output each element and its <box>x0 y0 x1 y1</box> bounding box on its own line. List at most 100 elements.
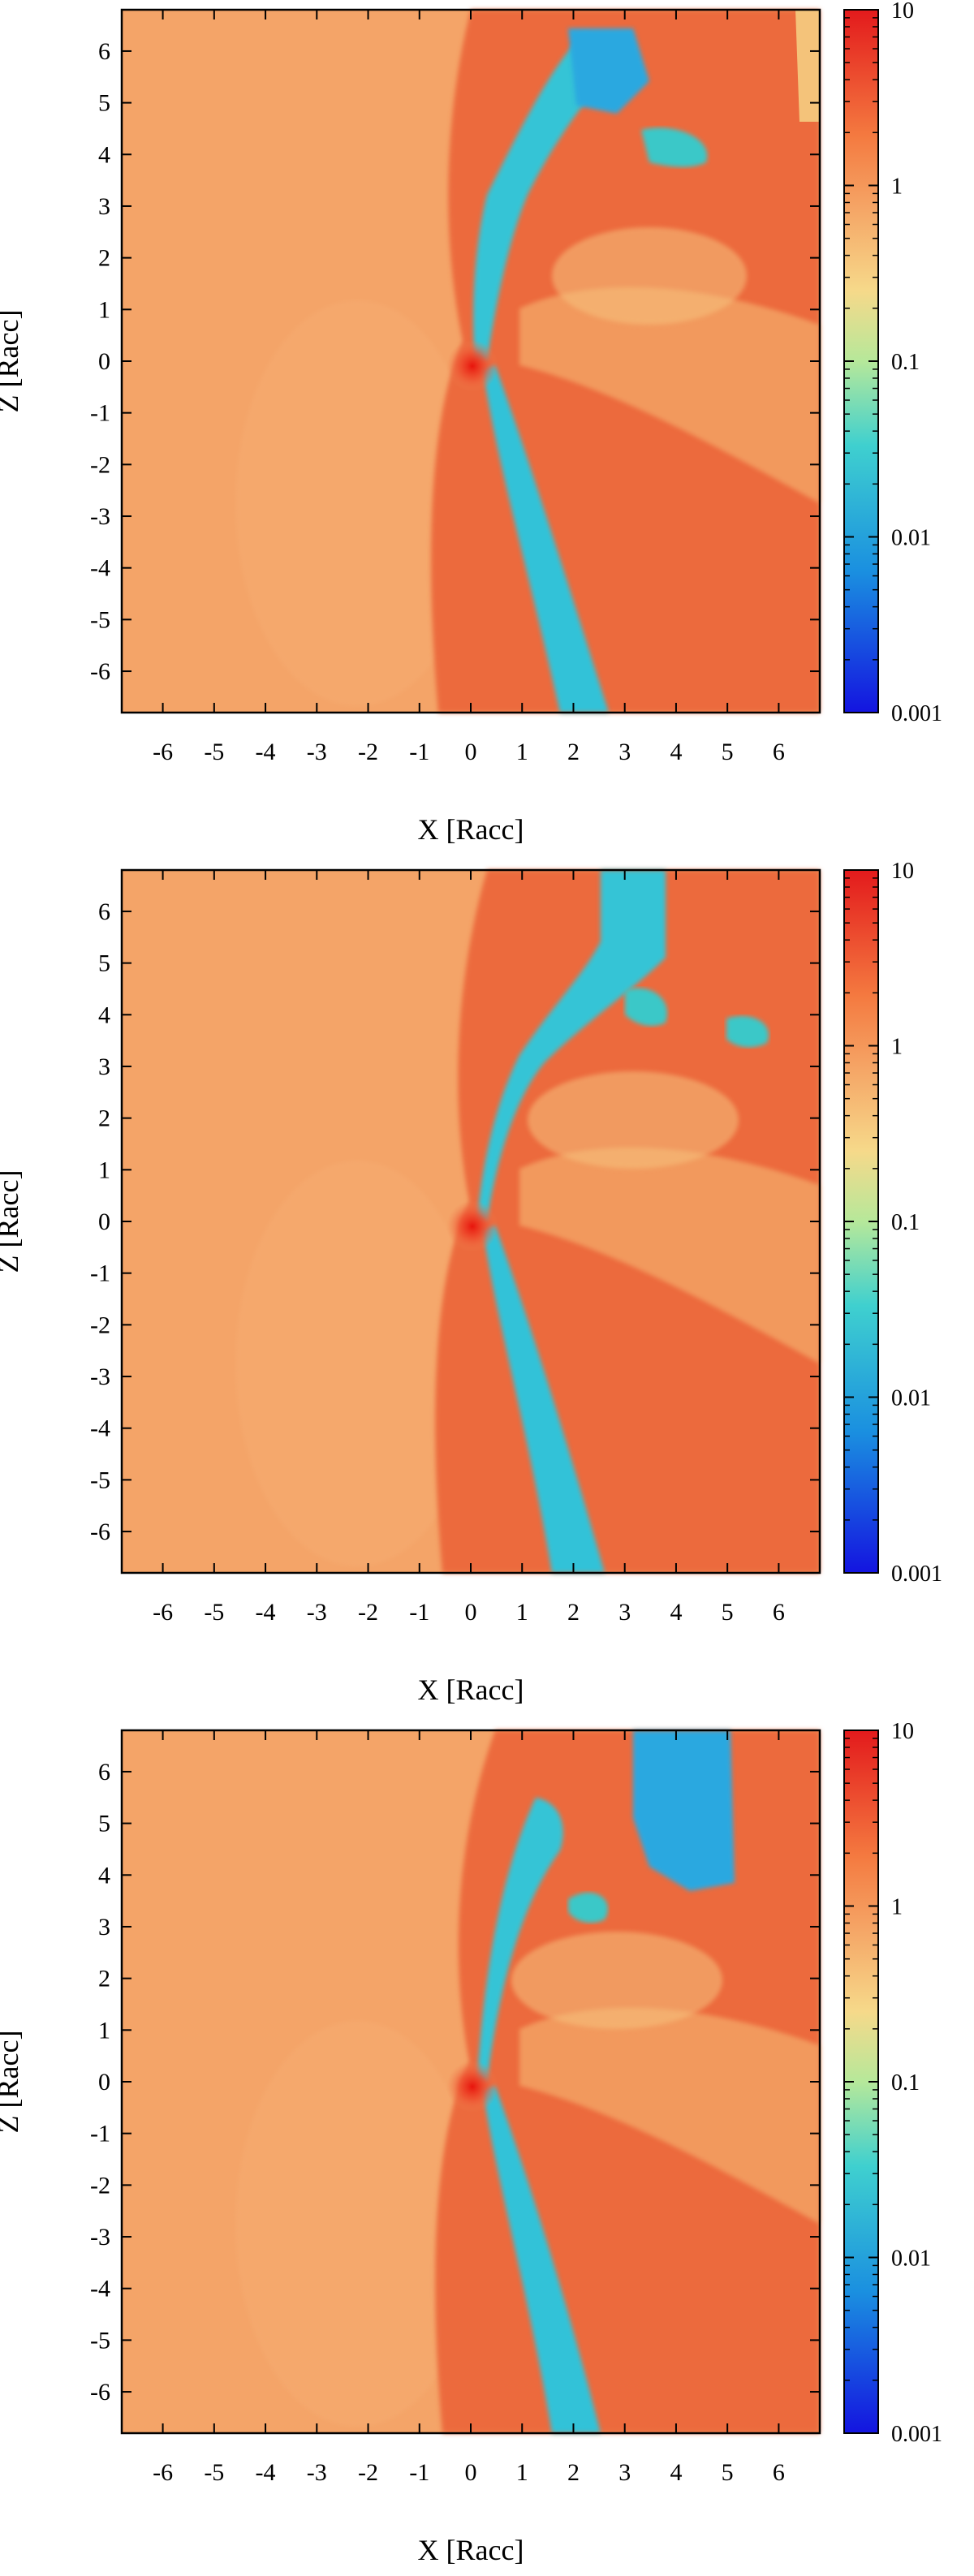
y-tick-label: -1 <box>90 2121 110 2147</box>
y-tick-label: 3 <box>98 1053 110 1080</box>
panel-1: -6 -5 -4 -3 -2 -1 0 1 2 3 4 5 6 -6 -5 -4 -3 -2 -1 0 1 2 3 4 5 6 1… <box>0 0 942 846</box>
colorbar-tick-label: 0.01 <box>891 526 931 551</box>
y-axis-label: Z [Racc] <box>0 2031 24 2134</box>
y-tick-label: -2 <box>90 1312 110 1338</box>
x-tick-label: 4 <box>670 1599 682 1626</box>
colorbar-ticks: 10 1 0.1 0.01 0.001 <box>844 0 942 726</box>
y-tick-label: 0 <box>98 348 110 375</box>
panel-2: -6 -5 -4 -3 -2 -1 0 1 2 3 4 5 6 -6 -5 -4 -3 -2 -1 0 1 2 3 4 5 6 1… <box>0 859 942 1706</box>
y-tick-label: -6 <box>90 658 110 685</box>
y-tick-label: -5 <box>90 2327 110 2354</box>
y-tick-label: 6 <box>98 898 110 925</box>
x-tick-label: -2 <box>358 1599 378 1626</box>
x-tick-label: 4 <box>670 2459 682 2486</box>
x-tick-label: -4 <box>256 1599 276 1626</box>
x-tick-label: -4 <box>256 739 276 765</box>
x-axis-label: X [Racc] <box>418 813 524 846</box>
x-tick-label: 1 <box>516 1599 528 1626</box>
y-tick-label: 6 <box>98 38 110 65</box>
x-tick-label: 3 <box>618 2459 631 2486</box>
x-tick-label: -6 <box>153 739 173 765</box>
y-tick-label: 3 <box>98 1914 110 1941</box>
x-tick-label: -4 <box>256 2459 276 2486</box>
y-tick-label: 5 <box>98 950 110 977</box>
x-tick-label: -5 <box>204 739 224 765</box>
colorbar-ticks: 10 1 0.1 0.01 0.001 <box>844 859 942 1587</box>
x-tick-label: 0 <box>465 1599 477 1626</box>
y-tick-label: 1 <box>98 2017 110 2044</box>
y-axis-label: Z [Racc] <box>0 1170 24 1273</box>
x-tick-label: -3 <box>307 2459 327 2486</box>
colorbar-tick-label: 0.001 <box>891 2422 942 2447</box>
y-tick-label: -4 <box>90 2276 110 2302</box>
x-tick-label: -6 <box>153 2459 173 2486</box>
y-tick-label: -6 <box>90 1518 110 1545</box>
y-tick-label: 2 <box>98 1966 110 1992</box>
y-tick-label: -5 <box>90 606 110 633</box>
x-tick-label: 4 <box>670 739 682 765</box>
colorbar-tick-label: 0.1 <box>891 1210 920 1235</box>
x-tick-label: 0 <box>465 2459 477 2486</box>
y-tick-label: 5 <box>98 90 110 117</box>
x-tick-label: -3 <box>307 739 327 765</box>
y-tick-label: -6 <box>90 2379 110 2406</box>
y-tick-label: -4 <box>90 555 110 582</box>
y-axis-label: Z [Racc] <box>0 310 24 413</box>
y-tick-label: -3 <box>90 2224 110 2251</box>
y-tick-label: 1 <box>98 1157 110 1183</box>
colorbar-tick-label: 10 <box>891 0 914 24</box>
y-tick-label: 3 <box>98 193 110 220</box>
x-tick-label: 5 <box>722 739 734 765</box>
y-tick-label: 4 <box>98 141 110 168</box>
x-tick-label: 1 <box>516 739 528 765</box>
x-tick-label: -1 <box>409 2459 429 2486</box>
x-tick-label: -1 <box>409 1599 429 1626</box>
colorbar: 10 1 0.1 0.01 0.001 <box>843 1719 942 2447</box>
x-tick-label: 2 <box>567 739 580 765</box>
panel-3: -6 -5 -4 -3 -2 -1 0 1 2 3 4 5 6 -6 -5 -4 -3 -2 -1 0 1 2 3 4 5 6 1… <box>0 1719 942 2566</box>
colorbar-tick-label: 10 <box>891 1719 914 1744</box>
y-tick-label: 2 <box>98 1105 110 1132</box>
y-tick-label: -4 <box>90 1415 110 1442</box>
y-tick-label: -1 <box>90 1260 110 1287</box>
plot-frame: -6 -5 -4 -3 -2 -1 0 1 2 3 4 5 6 -6 -5 -4 -3 -2 -1 0 1 2 3 4 5 6 <box>90 868 821 1626</box>
y-tick-label: -3 <box>90 1363 110 1390</box>
y-tick-label: 5 <box>98 1811 110 1837</box>
x-tick-label: 3 <box>618 1599 631 1626</box>
x-tick-label: -5 <box>204 2459 224 2486</box>
y-tick-label: -3 <box>90 503 110 530</box>
x-tick-label: 2 <box>567 2459 580 2486</box>
colorbar-tick-label: 1 <box>891 1895 903 1920</box>
x-tick-label: -5 <box>204 1599 224 1626</box>
x-tick-label: -6 <box>153 1599 173 1626</box>
heatmap-field <box>122 10 820 713</box>
colorbar-tick-label: 0.1 <box>891 350 920 375</box>
y-tick-label: -2 <box>90 2172 110 2199</box>
colorbar-tick-label: 0.001 <box>891 701 942 726</box>
x-tick-label: 5 <box>722 1599 734 1626</box>
axes-ticks: -6 -5 -4 -3 -2 -1 0 1 2 3 4 5 6 -6 -5 -4 -3 -2 -1 0 1 2 3 4 5 6 <box>90 870 820 1626</box>
y-tick-label: 1 <box>98 296 110 323</box>
x-axis-label: X [Racc] <box>418 2534 524 2566</box>
y-tick-label: 2 <box>98 245 110 272</box>
x-axis-label: X [Racc] <box>418 1674 524 1706</box>
colorbar-tick-label: 1 <box>891 1035 903 1060</box>
colorbar: 10 1 0.1 0.01 0.001 <box>843 0 942 726</box>
x-tick-label: -3 <box>307 1599 327 1626</box>
y-tick-label: 0 <box>98 1208 110 1235</box>
x-tick-label: 5 <box>722 2459 734 2486</box>
heatmap-field <box>122 870 820 1573</box>
x-tick-label: 3 <box>618 739 631 765</box>
y-tick-label: 4 <box>98 1862 110 1889</box>
x-tick-label: -1 <box>409 739 429 765</box>
y-tick-label: -1 <box>90 400 110 427</box>
x-tick-label: 0 <box>465 739 477 765</box>
colorbar-tick-label: 0.1 <box>891 2070 920 2096</box>
y-tick-label: 6 <box>98 1759 110 1786</box>
colorbar-ticks: 10 1 0.1 0.01 0.001 <box>844 1719 942 2447</box>
x-tick-label: 6 <box>773 739 785 765</box>
x-tick-label: -2 <box>358 2459 378 2486</box>
x-tick-label: 1 <box>516 2459 528 2486</box>
colorbar-tick-label: 0.01 <box>891 1386 931 1411</box>
y-tick-label: -5 <box>90 1467 110 1493</box>
